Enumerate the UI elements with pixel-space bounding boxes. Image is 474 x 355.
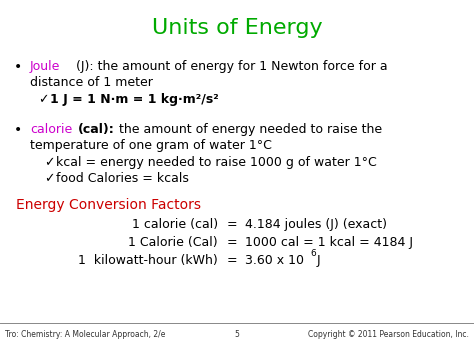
Text: 6: 6	[310, 249, 316, 258]
Text: •: •	[14, 60, 22, 74]
Text: Tro: Chemistry: A Molecular Approach, 2/e: Tro: Chemistry: A Molecular Approach, 2/…	[5, 330, 165, 339]
Text: 1  kilowatt-hour (kWh): 1 kilowatt-hour (kWh)	[78, 254, 218, 267]
Text: calorie: calorie	[30, 123, 72, 136]
Text: ✓: ✓	[38, 93, 48, 106]
Text: 1000 cal = 1 kcal = 4184 J: 1000 cal = 1 kcal = 4184 J	[245, 236, 413, 249]
Text: distance of 1 meter: distance of 1 meter	[30, 76, 153, 89]
Text: =: =	[227, 254, 237, 267]
Text: 3.60 x 10: 3.60 x 10	[245, 254, 304, 267]
Text: (J): the amount of energy for 1 Newton force for a: (J): the amount of energy for 1 Newton f…	[76, 60, 388, 73]
Text: (cal):: (cal):	[78, 123, 115, 136]
Text: =: =	[227, 236, 237, 249]
Text: Joule: Joule	[30, 60, 60, 73]
Text: 4.184 joules (J) (exact): 4.184 joules (J) (exact)	[245, 218, 387, 231]
Text: ✓: ✓	[44, 156, 55, 169]
Text: 1 Calorie (Cal): 1 Calorie (Cal)	[128, 236, 218, 249]
Text: Units of Energy: Units of Energy	[152, 18, 322, 38]
Text: Copyright © 2011 Pearson Education, Inc.: Copyright © 2011 Pearson Education, Inc.	[308, 330, 469, 339]
Text: ✓: ✓	[44, 172, 55, 185]
Text: 1 J = 1 N·m = 1 kg·m²/s²: 1 J = 1 N·m = 1 kg·m²/s²	[50, 93, 219, 106]
Text: the amount of energy needed to raise the: the amount of energy needed to raise the	[119, 123, 382, 136]
Text: food Calories = kcals: food Calories = kcals	[56, 172, 189, 185]
Text: temperature of one gram of water 1°C: temperature of one gram of water 1°C	[30, 139, 272, 152]
Text: 1 calorie (cal): 1 calorie (cal)	[132, 218, 218, 231]
Text: •: •	[14, 123, 22, 137]
Text: J: J	[317, 254, 320, 267]
Text: 5: 5	[235, 330, 239, 339]
Text: =: =	[227, 218, 237, 231]
Text: kcal = energy needed to raise 1000 g of water 1°C: kcal = energy needed to raise 1000 g of …	[56, 156, 377, 169]
Text: Energy Conversion Factors: Energy Conversion Factors	[16, 198, 201, 212]
